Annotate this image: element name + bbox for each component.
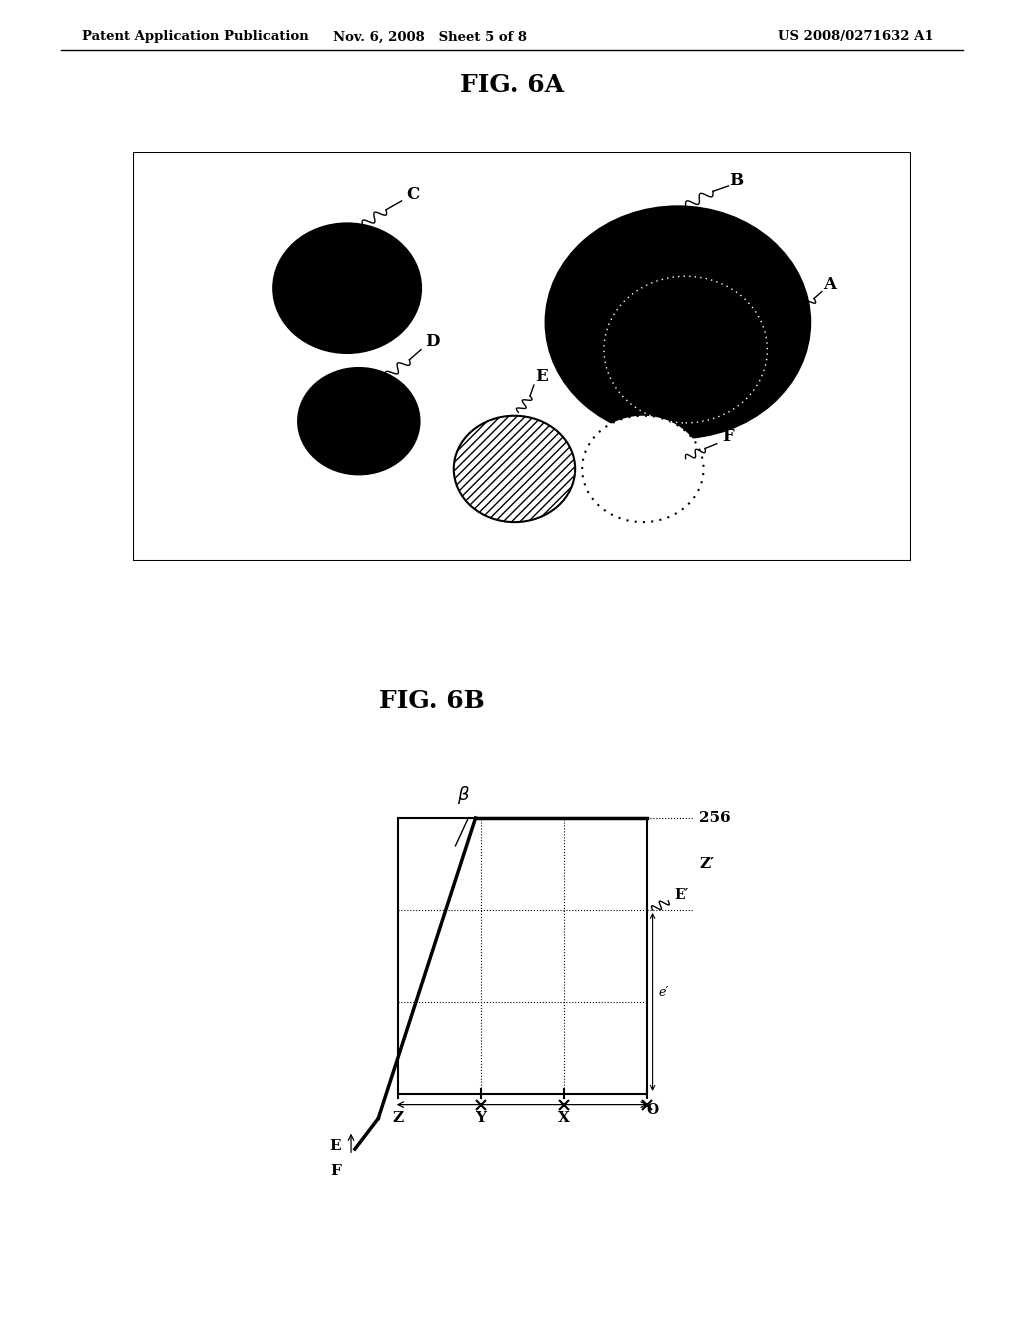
Text: $\beta$: $\beta$ — [458, 784, 470, 805]
Circle shape — [298, 368, 420, 474]
Text: X: X — [558, 1110, 569, 1125]
Bar — [397, 818, 647, 1094]
Text: D: D — [426, 333, 440, 350]
Text: Patent Application Publication: Patent Application Publication — [82, 30, 308, 44]
Text: F: F — [330, 1163, 341, 1177]
Text: US 2008/0271632 A1: US 2008/0271632 A1 — [778, 30, 934, 44]
Circle shape — [454, 416, 575, 523]
Text: FIG. 6A: FIG. 6A — [460, 73, 564, 96]
Text: F: F — [723, 429, 734, 445]
Text: E′: E′ — [674, 887, 688, 902]
Circle shape — [273, 223, 421, 352]
Text: C: C — [407, 186, 420, 202]
Text: Nov. 6, 2008   Sheet 5 of 8: Nov. 6, 2008 Sheet 5 of 8 — [333, 30, 527, 44]
Text: O: O — [646, 1104, 658, 1117]
Text: Z′: Z′ — [699, 857, 715, 871]
Text: E: E — [536, 368, 548, 385]
Text: 256: 256 — [699, 810, 731, 825]
Text: Z: Z — [392, 1110, 403, 1125]
Text: B: B — [729, 172, 743, 189]
Text: e′: e′ — [658, 986, 669, 999]
Circle shape — [583, 416, 703, 523]
Text: E: E — [330, 1139, 341, 1152]
Circle shape — [546, 206, 810, 438]
Text: Y: Y — [475, 1110, 486, 1125]
Text: A: A — [823, 276, 837, 293]
Text: FIG. 6B: FIG. 6B — [379, 689, 484, 713]
